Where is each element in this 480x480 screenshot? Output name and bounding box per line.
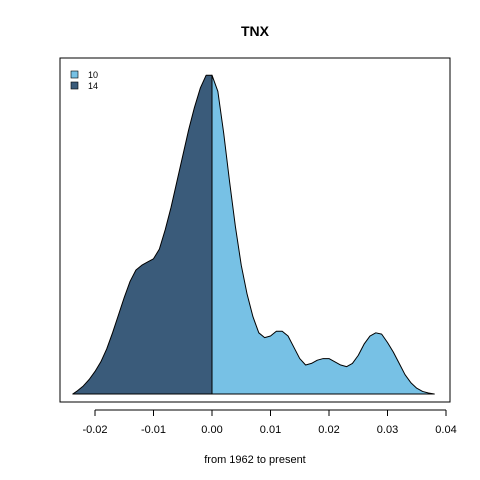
x-tick-label: 0.00: [201, 424, 222, 436]
x-axis-label: from 1962 to present: [204, 454, 306, 466]
legend-swatch: [70, 81, 79, 90]
chart-title: TNX: [241, 23, 270, 39]
x-tick-label: -0.02: [82, 424, 107, 436]
density-area-series-14: [72, 74, 213, 395]
x-axis: -0.02 -0.01 0.00 0.01 0.02 0.03 0.04: [82, 409, 457, 436]
plot-area: [72, 74, 435, 395]
x-tick-label: 0.02: [318, 424, 339, 436]
legend-swatch: [70, 70, 79, 79]
x-tick-label: 0.01: [260, 424, 281, 436]
plot-frame: [59, 57, 451, 403]
x-tick-label: 0.03: [377, 424, 398, 436]
x-tick-label: 0.04: [435, 424, 456, 436]
legend-label: 10: [88, 70, 98, 80]
density-area-series-10: [211, 74, 435, 395]
x-tick-label: -0.01: [141, 424, 166, 436]
legend-label: 14: [88, 81, 98, 91]
